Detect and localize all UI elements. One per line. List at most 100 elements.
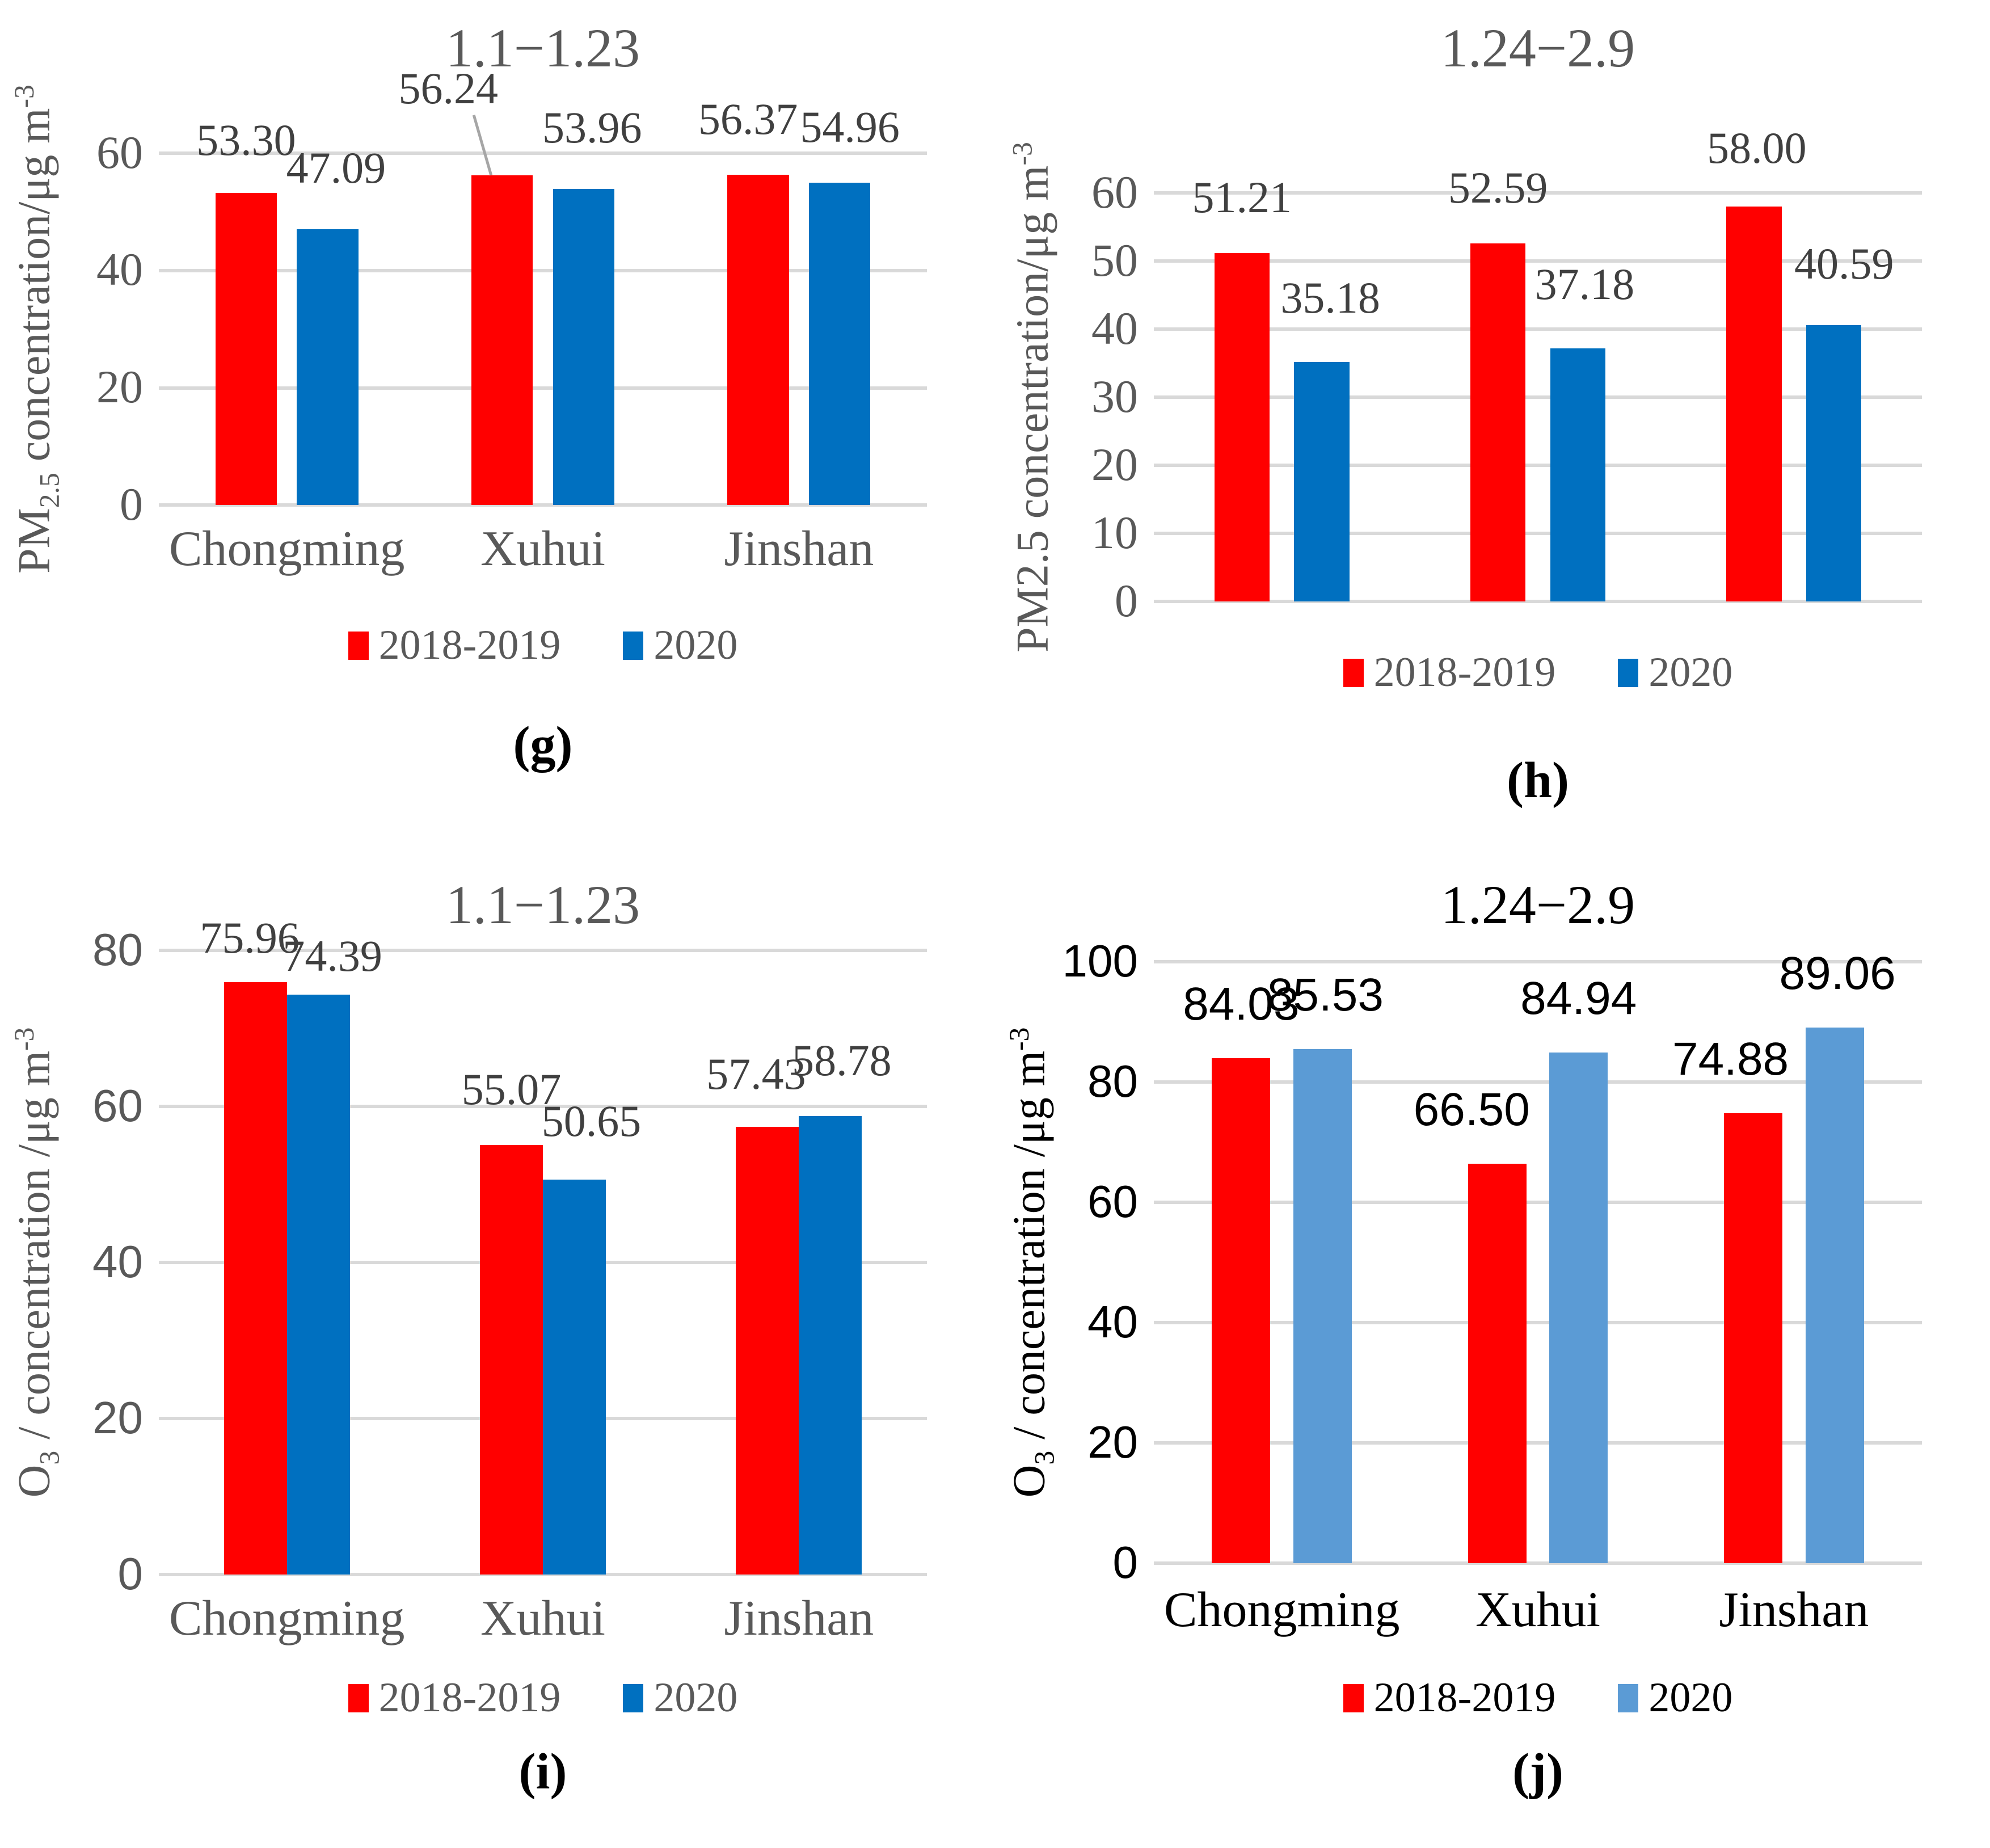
bar-value-label: 50.65 [541, 1096, 642, 1146]
bar-2020 [1293, 1049, 1352, 1564]
y-tick-label: 0 [120, 478, 143, 530]
gridline [159, 269, 927, 273]
y-tick-label: 20 [1087, 1416, 1138, 1467]
x-category-label: Jinshan [724, 521, 874, 577]
chart-title: 1.24−2.9 [1440, 874, 1635, 935]
y-tick-label: 20 [96, 360, 143, 412]
bar-value-label: 51.21 [1192, 172, 1292, 222]
bar-2018-2019 [479, 1145, 543, 1575]
gridline [1154, 464, 1922, 468]
panel-caption: (j) [1512, 1743, 1563, 1800]
y-tick-label: 40 [1091, 302, 1138, 354]
bar-2020 [1805, 1028, 1864, 1564]
bar-2018-2019 [215, 192, 277, 506]
chart-title: 1.1−1.23 [445, 18, 640, 78]
panel-caption: (g) [513, 716, 573, 773]
legend-swatch-icon [1343, 1684, 1364, 1713]
bar-2020 [553, 188, 614, 506]
legend: 2018-2019 2020 [159, 622, 927, 668]
bar-value-label: 54.96 [800, 102, 900, 152]
y-tick-label: 20 [1091, 438, 1138, 490]
gridline [1154, 600, 1922, 604]
x-category-label: Xuhui [480, 1591, 605, 1647]
gridline [159, 503, 927, 507]
bar-value-label: 89.06 [1779, 948, 1896, 1000]
y-tick-label: 30 [1091, 370, 1138, 422]
chart-panel-h: 1.24−2.9 PM2.5 concentration/μg m-3 0 10 2… [995, 0, 1990, 851]
legend-item: 2018-2019 [1343, 1674, 1556, 1721]
bar-2018-2019 [1212, 1058, 1271, 1564]
y-tick-label: 0 [1112, 1537, 1139, 1588]
bar-value-label: 47.09 [286, 142, 386, 192]
y-tick-label: 60 [1091, 166, 1138, 218]
bar-2018-2019 [1724, 1113, 1782, 1564]
legend-label: 2020 [654, 622, 738, 669]
y-tick-label: 60 [1087, 1176, 1138, 1227]
bar-2018-2019 [224, 982, 287, 1575]
legend-item: 2020 [1618, 649, 1732, 696]
bar-2020 [799, 1116, 862, 1575]
x-category-label: Jinshan [724, 1591, 874, 1647]
y-axis-label-text: O3 / concentration /μg m-3 [1003, 1027, 1060, 1498]
legend-item: 2020 [1618, 1674, 1732, 1721]
x-category-label: Chongming [168, 521, 405, 577]
bar-value-label: 85.53 [1267, 969, 1384, 1021]
x-axis-labels: Chongming Xuhui Jinshan [159, 519, 927, 583]
bar-2020 [297, 229, 359, 506]
bar-2018-2019 [1470, 243, 1526, 602]
bar-value-label: 75.96 [200, 912, 300, 962]
chart-title: 1.24−2.9 [1440, 18, 1635, 78]
x-category-label: Xuhui [1475, 1582, 1600, 1638]
legend-item: 2018-2019 [348, 1674, 561, 1721]
y-axis-label-text: PM2.5 concentration/μg m-3 [8, 85, 65, 574]
y-tick-label: 40 [92, 1236, 143, 1287]
legend-label: 2018-2019 [378, 1674, 561, 1721]
bar-2018-2019 [471, 175, 533, 506]
gridline [1154, 960, 1922, 964]
y-tick-label: 80 [92, 924, 143, 975]
bar-value-label: 84.94 [1520, 973, 1637, 1025]
chart-panel-j: 1.24−2.9 O3 / concentration /μg m-3 0 20 4… [995, 851, 1990, 1848]
bar-2020 [1294, 362, 1350, 602]
y-tick-label: 50 [1091, 234, 1138, 286]
gridline [159, 1573, 927, 1577]
x-category-label: Chongming [1163, 1582, 1400, 1638]
bar-value-label: 53.30 [196, 115, 296, 165]
gridline [1154, 1080, 1922, 1084]
bar-value-label: 56.37 [698, 94, 798, 144]
gridline [1154, 1201, 1922, 1205]
gridline [1154, 1441, 1922, 1445]
legend-swatch-icon [623, 1684, 644, 1713]
bar-2020 [286, 994, 350, 1575]
legend-swatch-icon [1343, 659, 1364, 688]
chart-body: PM2.5 concentration/μg m-3 0 20 40 60 53.30… [0, 66, 995, 574]
bar-value-label: 55.07 [461, 1064, 562, 1114]
y-tick-label: 60 [92, 1080, 143, 1131]
legend-swatch-icon [348, 1684, 369, 1713]
legend-label: 2018-2019 [1373, 1674, 1556, 1721]
y-axis-label: PM2.5 concentration/μg m-3 [995, 142, 1069, 653]
bar-2018-2019 [727, 174, 789, 506]
chart-panel-g: 1.1−1.23 PM2.5 concentration/μg m-3 0 20 4… [0, 0, 995, 851]
legend: 2018-2019 2020 [159, 1674, 927, 1721]
legend-swatch-icon [1618, 659, 1639, 688]
legend: 2018-2019 2020 [1154, 1674, 1922, 1721]
y-axis-label: O3 / concentration /μg m-3 [0, 950, 74, 1575]
x-category-label: Xuhui [480, 521, 605, 577]
bar-2018-2019 [1726, 207, 1782, 602]
y-tick-label: 40 [96, 243, 143, 296]
x-category-label: Chongming [168, 1591, 405, 1647]
legend-label: 2018-2019 [1373, 649, 1556, 696]
bar-2020 [808, 183, 871, 506]
chart-body: O3 / concentration /μg m-3 0 20 40 60 80 100 … [995, 936, 1990, 1588]
gridline [159, 386, 927, 390]
y-axis-ticks: 0 10 20 30 40 50 60 [1069, 166, 1154, 626]
y-axis-label: O3 / concentration /μg m-3 [995, 962, 1069, 1563]
bar-value-label: 37.18 [1534, 259, 1635, 309]
legend-label: 2020 [654, 1674, 738, 1721]
bar-value-label: 58.78 [792, 1035, 892, 1085]
y-tick-label: 20 [92, 1392, 143, 1443]
y-axis-label-text: O3 / concentration /μg m-3 [8, 1027, 65, 1498]
plot-area: 53.30 56.24 56.37 47.09 53.96 54.96 [159, 66, 927, 507]
